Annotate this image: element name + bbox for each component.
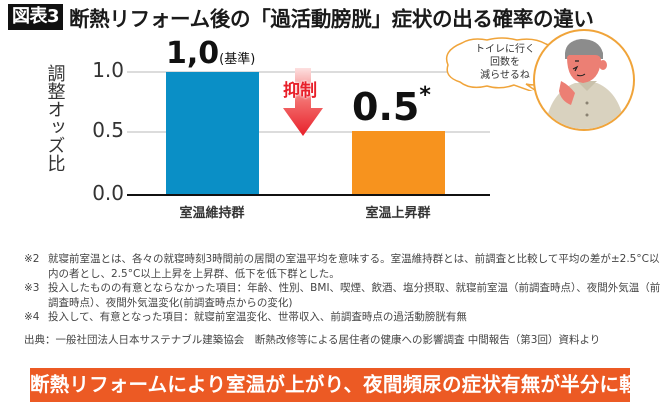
footnote-text: 投入したものの有意とならなかった項目：年齢、性別、BMI、喫煙、飲酒、塩分摂取、…: [48, 282, 661, 309]
footnote-text: 投入して、有意となった項目：就寝前室温変化、世帯収入、前調査時点の過活動膀胱有無: [48, 311, 467, 324]
y-tick-0: 0.0: [92, 181, 124, 205]
footnote-text: 就寝前室温とは、各々の就寝時刻3時間前の居間の室温平均を意味する。室温維持群とは…: [48, 253, 660, 280]
bar2-value-label: 0.5*: [352, 83, 431, 129]
bubble-line-2: 回数を: [490, 57, 520, 68]
bar-room-temp-increased: [352, 131, 445, 195]
suppress-label: 抑制: [283, 81, 317, 101]
footnote-mark: ※4: [24, 311, 40, 324]
bubble-line-1: トイレに行く: [475, 44, 535, 55]
x-category-maintained: 室温維持群: [179, 206, 245, 221]
y-axis-label: 調整オッズ比: [42, 64, 68, 177]
footnote-4: ※4 投入して、有意となった項目：就寝前室温変化、世帯収入、前調査時点の過活動膀…: [24, 310, 664, 325]
bar2-value: 0.5: [352, 85, 420, 129]
bar1-value: 1,0: [166, 36, 220, 71]
footnote-3: ※3 投入したものの有意とならなかった項目：年齢、性別、BMI、喫煙、飲酒、塩分…: [24, 281, 664, 310]
y-axis-label-text: 調整オッズ比: [44, 64, 66, 172]
y-tick-1: 1.0: [92, 58, 124, 82]
down-arrow-icon: [283, 68, 323, 136]
bubble-line-3: 減らせるね: [480, 70, 530, 81]
speech-bubble-text: トイレに行く 回数を 減らせるね: [460, 43, 550, 82]
figure-badge: 図表3: [8, 4, 64, 30]
bar1-value-label: 1,0(基準): [166, 36, 255, 71]
footnotes: ※2 就寝前室温とは、各々の就寝時刻3時間前の居間の室温平均を意味する。室温維持…: [24, 252, 664, 325]
person-icon: [545, 39, 625, 129]
y-tick-05: 0.5: [92, 118, 124, 142]
footnote-mark: ※3: [24, 282, 40, 295]
source-citation: 出典：一般社団法人日本サステナブル建築協会 断熱改修等による居住者の健康への影響…: [24, 334, 601, 346]
footnote-mark: ※2: [24, 253, 40, 265]
x-category-increased: 室温上昇群: [365, 206, 431, 221]
figure-header: 図表3 断熱リフォーム後の「過活動膀胱」症状の出る確率の違い: [8, 3, 594, 31]
figure-title: 断熱リフォーム後の「過活動膀胱」症状の出る確率の違い: [69, 7, 594, 31]
conclusion-banner: 断熱リフォームにより室温が上がり、夜間頻尿の症状有無が半分に軽減: [30, 368, 658, 402]
bar-room-temp-maintained: [166, 72, 259, 195]
footnote-2: ※2 就寝前室温とは、各々の就寝時刻3時間前の居間の室温平均を意味する。室温維持…: [24, 252, 664, 281]
gridline-05: [127, 131, 490, 133]
significance-mark: *: [419, 83, 431, 108]
bar1-value-sub: (基準): [219, 52, 256, 67]
man-portrait-icon: [533, 29, 635, 131]
x-axis-line: [127, 194, 490, 196]
